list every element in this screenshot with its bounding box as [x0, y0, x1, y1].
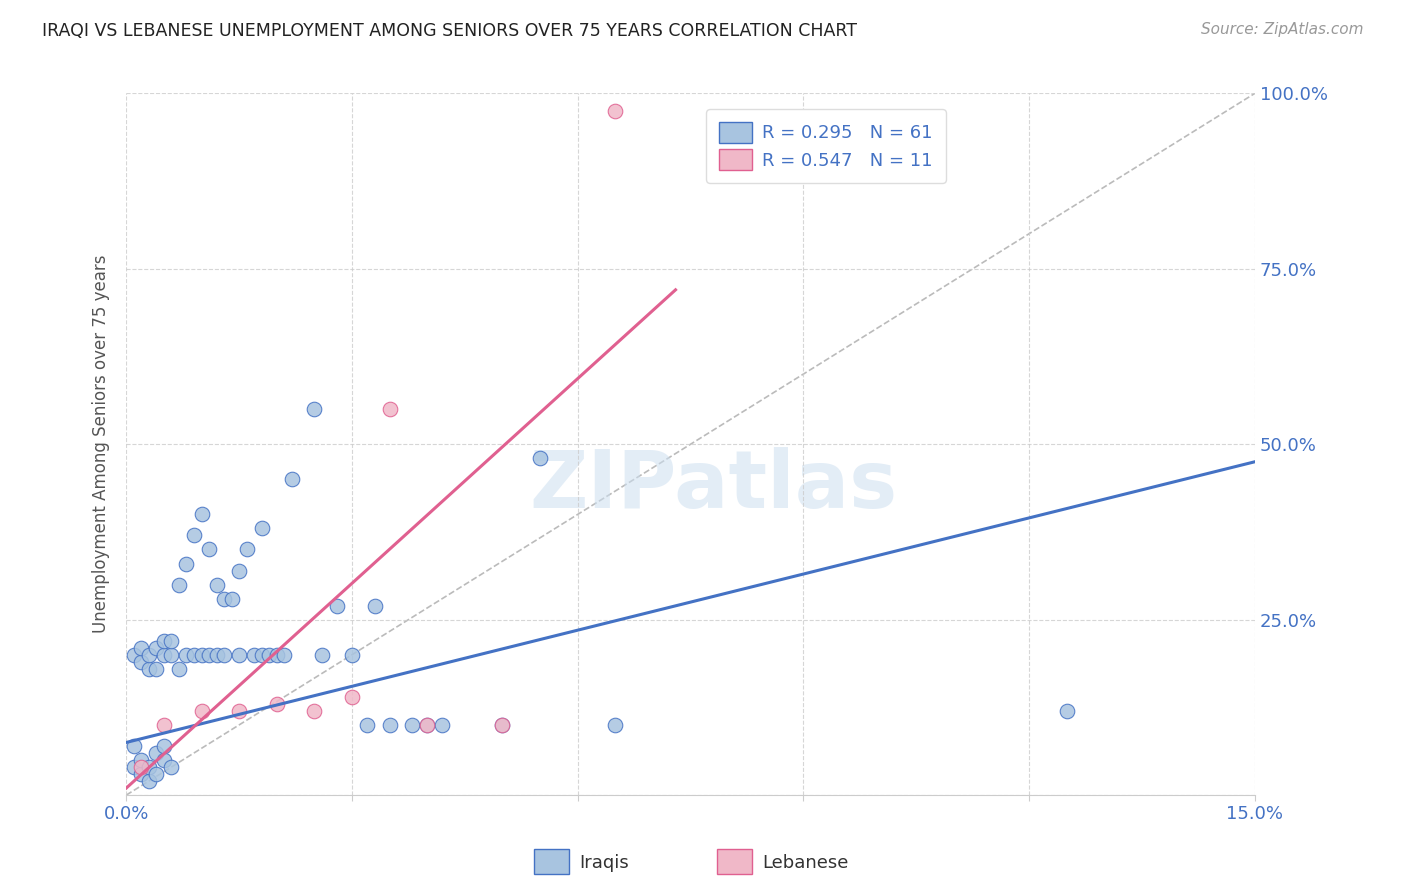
Point [198, 648, 221, 662]
Y-axis label: Unemployment Among Seniors over 75 years: Unemployment Among Seniors over 75 years [93, 255, 110, 633]
Point [243, 648, 266, 662]
Point [145, 767, 167, 781]
Point [176, 557, 198, 571]
Point [235, 542, 257, 557]
Point [432, 718, 454, 732]
Point [266, 697, 288, 711]
Point [250, 521, 273, 535]
Point [131, 767, 153, 781]
Point [160, 633, 183, 648]
Text: ZIPatlas: ZIPatlas [529, 447, 897, 525]
Point [228, 648, 250, 662]
Point [205, 648, 228, 662]
Point [153, 633, 176, 648]
Point [131, 640, 153, 655]
Point [363, 599, 385, 613]
Point [122, 739, 145, 753]
Point [491, 718, 513, 732]
Point [281, 472, 304, 486]
Point [176, 648, 198, 662]
Point [605, 718, 627, 732]
Point [304, 704, 326, 718]
Text: IRAQI VS LEBANESE UNEMPLOYMENT AMONG SENIORS OVER 75 YEARS CORRELATION CHART: IRAQI VS LEBANESE UNEMPLOYMENT AMONG SEN… [42, 22, 858, 40]
Point [259, 648, 281, 662]
Point [212, 648, 235, 662]
Point [131, 655, 153, 669]
Point [228, 564, 250, 578]
Point [228, 704, 250, 718]
Point [138, 760, 160, 774]
Point [340, 690, 363, 704]
Point [491, 718, 513, 732]
Point [145, 640, 167, 655]
Point [138, 648, 160, 662]
Point [183, 648, 205, 662]
Point [416, 718, 439, 732]
Point [160, 760, 183, 774]
Point [167, 662, 190, 676]
Point [356, 718, 378, 732]
Point [250, 648, 273, 662]
Point [160, 648, 183, 662]
Point [131, 753, 153, 767]
Point [198, 542, 221, 557]
Point [190, 704, 212, 718]
Text: Iraqis: Iraqis [579, 855, 628, 872]
Point [311, 648, 333, 662]
Point [183, 528, 205, 542]
Point [605, 103, 627, 118]
Point [167, 577, 190, 591]
Point [221, 591, 243, 606]
Point [205, 577, 228, 591]
Point [326, 599, 349, 613]
Point [340, 648, 363, 662]
Point [145, 662, 167, 676]
Point [273, 648, 295, 662]
Point [378, 402, 401, 417]
Point [416, 718, 439, 732]
Point [529, 451, 551, 466]
Point [131, 760, 153, 774]
Point [138, 662, 160, 676]
Point [1056, 704, 1078, 718]
Point [378, 718, 401, 732]
Point [153, 739, 176, 753]
Point [122, 760, 145, 774]
Point [190, 508, 212, 522]
Point [138, 774, 160, 789]
Point [212, 591, 235, 606]
Point [153, 718, 176, 732]
Legend: R = 0.295   N = 61, R = 0.547   N = 11: R = 0.295 N = 61, R = 0.547 N = 11 [706, 110, 946, 183]
Point [153, 648, 176, 662]
Point [145, 746, 167, 760]
Text: Source: ZipAtlas.com: Source: ZipAtlas.com [1201, 22, 1364, 37]
Point [190, 648, 212, 662]
Point [266, 648, 288, 662]
Text: Lebanese: Lebanese [762, 855, 848, 872]
Point [153, 753, 176, 767]
Point [304, 402, 326, 417]
Point [401, 718, 423, 732]
Point [122, 648, 145, 662]
